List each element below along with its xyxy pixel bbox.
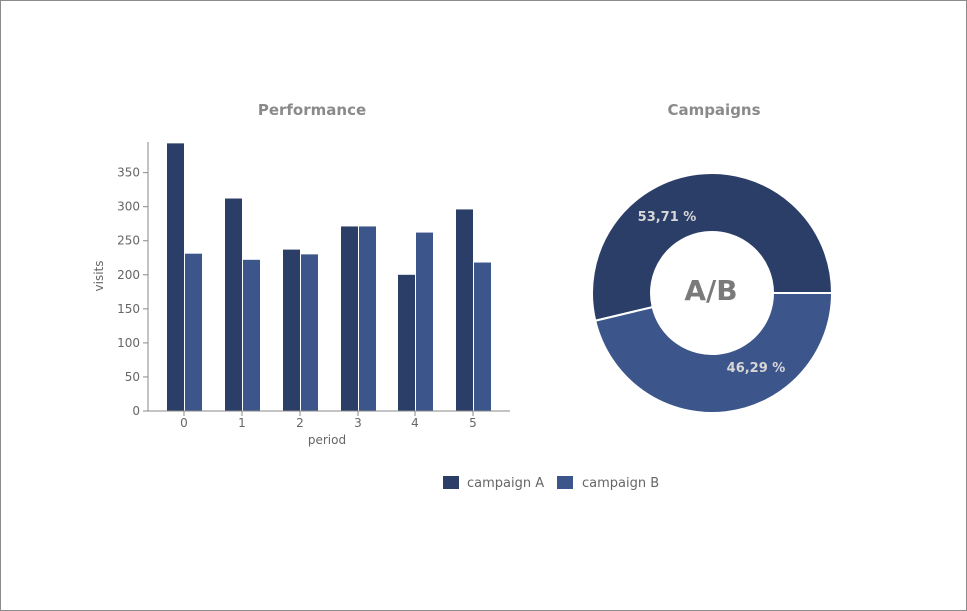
slice-label-campaign-b: 46,29 %	[727, 361, 786, 376]
donut-chart-title: Campaigns	[667, 101, 760, 119]
bar-campaign-b-period-4[interactable]	[416, 232, 433, 411]
y-axis-ticks: 0 50 100 150 200 250 300 350	[117, 166, 148, 418]
y-tick-label: 350	[117, 166, 140, 180]
y-tick-label: 0	[132, 404, 140, 418]
x-axis-ticks: 0 1 2 3 4 5	[180, 411, 477, 430]
bar-campaign-b-period-2[interactable]	[301, 254, 318, 411]
legend-swatch-campaign-a	[443, 476, 459, 489]
y-tick-label: 100	[117, 336, 140, 350]
donut-center-label: A/B	[684, 274, 737, 307]
bar-series-group	[167, 143, 491, 411]
bar-campaign-b-period-3[interactable]	[359, 226, 376, 411]
bar-campaign-a-period-1[interactable]	[225, 198, 242, 411]
bar-campaign-a-period-5[interactable]	[456, 209, 473, 411]
y-tick-label: 50	[125, 370, 140, 384]
x-axis-label: period	[308, 433, 346, 447]
y-tick-label: 150	[117, 302, 140, 316]
campaigns-donut-chart: Campaigns A/B 53,71 % 46,29 %	[591, 101, 834, 414]
legend-item-campaign-a[interactable]: campaign A	[443, 476, 544, 491]
y-tick-label: 300	[117, 200, 140, 214]
legend-label-campaign-b: campaign B	[582, 476, 659, 491]
legend-swatch-campaign-b	[557, 476, 573, 489]
performance-bar-chart: Performance 0 50 100 150 200 250 300 350 0 1 2 3 4 5…	[92, 101, 510, 447]
x-tick-label: 3	[354, 416, 362, 430]
donut-slice-campaign-a[interactable]	[591, 171, 834, 322]
chart-legend: campaign A campaign B	[443, 476, 659, 491]
bar-chart-title: Performance	[258, 101, 366, 119]
y-tick-label: 250	[117, 234, 140, 248]
x-tick-label: 5	[469, 416, 477, 430]
bar-campaign-b-period-1[interactable]	[243, 259, 260, 411]
y-axis-label: visits	[92, 261, 106, 292]
bar-campaign-a-period-0[interactable]	[167, 143, 184, 411]
x-tick-label: 4	[411, 416, 419, 430]
y-tick-label: 200	[117, 268, 140, 282]
donut-slices-group	[591, 171, 834, 414]
legend-item-campaign-b[interactable]: campaign B	[557, 476, 659, 491]
x-tick-label: 0	[180, 416, 188, 430]
donut-slice-campaign-b[interactable]	[594, 292, 834, 414]
bar-campaign-b-period-0[interactable]	[185, 253, 202, 411]
legend-label-campaign-a: campaign A	[467, 476, 544, 491]
slice-label-campaign-a: 53,71 %	[638, 210, 697, 225]
bar-campaign-a-period-4[interactable]	[398, 274, 415, 411]
x-tick-label: 1	[238, 416, 246, 430]
bar-campaign-a-period-2[interactable]	[283, 249, 300, 411]
x-tick-label: 2	[296, 416, 304, 430]
bar-campaign-b-period-5[interactable]	[474, 262, 491, 411]
bar-campaign-a-period-3[interactable]	[341, 226, 358, 411]
